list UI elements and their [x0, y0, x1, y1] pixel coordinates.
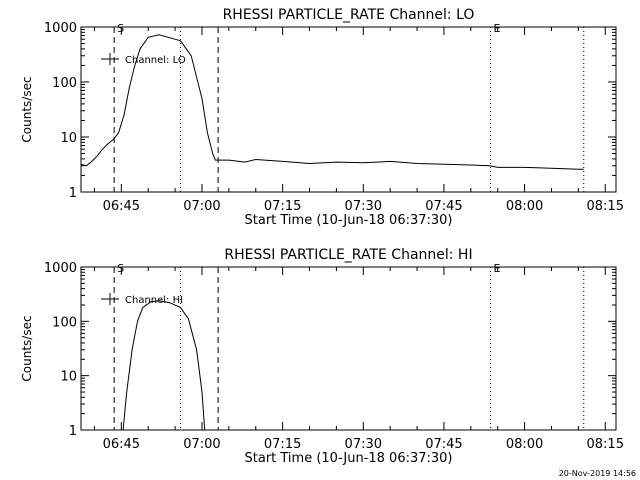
time-marker-label: E: [494, 22, 501, 35]
series-line: [80, 34, 584, 170]
legend-label: Channel: HI: [125, 295, 183, 306]
y-tick-label: 1: [69, 424, 77, 439]
series-line: [122, 300, 206, 431]
y-tick-label: 1: [69, 186, 77, 201]
plot-frame: [80, 266, 617, 431]
x-axis-label: Start Time (10-Jun-18 06:37:30): [245, 213, 453, 228]
x-tick-label: 07:45: [425, 437, 462, 452]
time-marker-label: S: [117, 262, 124, 275]
chart-title: RHESSI PARTICLE_RATE Channel: LO: [223, 7, 475, 23]
y-tick-label: 100: [52, 76, 77, 91]
plot-frame: [80, 26, 617, 193]
x-tick-label: 07:00: [183, 437, 220, 452]
time-marker-label: E: [494, 262, 501, 275]
x-axis-label: Start Time (10-Jun-18 06:37:30): [245, 451, 453, 466]
y-tick-label: 10: [60, 131, 77, 146]
x-tick-label: 06:45: [103, 199, 140, 214]
chart-title: RHESSI PARTICLE_RATE Channel: HI: [224, 247, 472, 263]
x-tick-label: 07:30: [345, 199, 382, 214]
footer-timestamp: 20-Nov-2019 14:56: [558, 469, 636, 478]
x-tick-label: 07:00: [183, 199, 220, 214]
x-tick-label: 06:45: [103, 437, 140, 452]
x-tick-label: 07:15: [264, 199, 301, 214]
x-tick-label: 08:00: [506, 199, 543, 214]
x-tick-label: 07:30: [345, 437, 382, 452]
x-tick-label: 07:15: [264, 437, 301, 452]
time-marker-label: S: [117, 22, 124, 35]
y-tick-label: 10: [60, 370, 77, 385]
x-tick-label: 07:45: [425, 199, 462, 214]
legend-label: Channel: LO: [125, 55, 186, 66]
x-tick-label: 08:15: [587, 199, 624, 214]
y-tick-label: 100: [52, 315, 77, 330]
panel-lo: RHESSI PARTICLE_RATE Channel: LO Counts/s…: [20, 7, 624, 228]
y-axis-label: Counts/sec: [20, 76, 34, 142]
y-tick-label: 1000: [44, 21, 77, 36]
panel-hi: RHESSI PARTICLE_RATE Channel: HI Counts/s…: [20, 247, 624, 466]
y-tick-label: 1000: [44, 261, 77, 276]
x-tick-label: 08:00: [506, 437, 543, 452]
x-tick-label: 08:15: [587, 437, 624, 452]
y-axis-label: Counts/sec: [20, 315, 34, 381]
